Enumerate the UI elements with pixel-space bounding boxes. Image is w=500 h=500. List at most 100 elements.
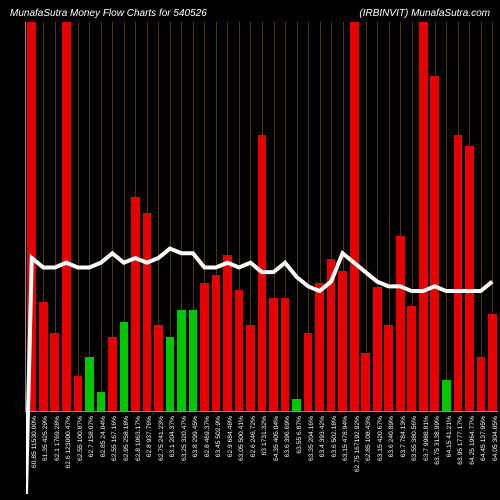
x-label-slot: 64.15 41.21%: [440, 414, 452, 500]
bar-slot: [222, 22, 234, 411]
bar: [281, 298, 290, 411]
bar: [74, 376, 83, 411]
bar: [419, 22, 428, 411]
x-label-slot: 63.95 1777.17%: [452, 414, 464, 500]
bar-slot: [95, 22, 107, 411]
x-label-slot: 62.85 24.04%: [94, 414, 106, 500]
x-label-slot: 62.55 167.16%: [106, 414, 118, 500]
bar-slot: [210, 22, 222, 411]
bar-slot: [233, 22, 245, 411]
bar-slot: [302, 22, 314, 411]
x-label-slot: 63.8 299.45%: [186, 414, 198, 500]
bar-slot: [268, 22, 280, 411]
bar-slot: [452, 22, 464, 411]
bar: [200, 283, 209, 411]
bar-slot: [256, 22, 268, 411]
bar: [223, 255, 232, 411]
x-label-slot: 63.35 204.16%: [302, 414, 314, 500]
bar: [27, 22, 36, 411]
bar-slot: [337, 22, 349, 411]
x-label-slot: 63.15 420.67%: [371, 414, 383, 500]
bar: [477, 357, 486, 411]
chart-title-left: MunafaSutra Money Flow Charts for 540526: [10, 8, 207, 19]
bar: [143, 213, 152, 411]
bar-slot: [360, 22, 372, 411]
x-label-slot: 62.6 246.72%: [244, 414, 256, 500]
chart-title-right: (IRBINVIT) MunafaSutra.com: [359, 8, 490, 19]
x-label-slot: 63.6 502.18%: [325, 414, 337, 500]
bar: [166, 337, 175, 411]
x-label-slot: 62.8 1063.17%: [129, 414, 141, 500]
bar-slot: [199, 22, 211, 411]
x-label-slot: 63.25 320.47%: [175, 414, 187, 500]
bars: [26, 22, 498, 411]
x-label-slot: 62.1 1769.28%: [48, 414, 60, 500]
bar-slot: [406, 22, 418, 411]
bar-slot: [418, 22, 430, 411]
x-label-slot: 63.05 500.41%: [233, 414, 245, 500]
bar: [465, 146, 474, 411]
bar-slot: [176, 22, 188, 411]
x-label-slot: 64.45 137.95%: [475, 414, 487, 500]
bar: [327, 259, 336, 411]
x-label-slot: 63.4 393.42%: [313, 414, 325, 500]
bar-slot: [153, 22, 165, 411]
bar-slot: [26, 22, 38, 411]
bar-slot: [141, 22, 153, 411]
x-label-slot: 63.6 396.69%: [279, 414, 291, 500]
bar: [246, 325, 255, 411]
x-label-slot: 62.8 469.37%: [198, 414, 210, 500]
x-label-slot: 62.95 258.18%: [117, 414, 129, 500]
bar-slot: [49, 22, 61, 411]
plot-area: [25, 22, 498, 412]
bar-slot: [441, 22, 453, 411]
bar-slot: [107, 22, 119, 411]
bar-slot: [383, 22, 395, 411]
bar: [442, 380, 451, 411]
x-label-slot: 62.75 167192.92%: [348, 414, 360, 500]
x-label-slot: 62.55 100.87%: [71, 414, 83, 500]
x-label-slot: 63.55 380.56%: [406, 414, 418, 500]
money-flow-chart: MunafaSutra Money Flow Charts for 540526…: [0, 0, 500, 500]
x-label-slot: 63.7 9988.81%: [417, 414, 429, 500]
bar-slot: [38, 22, 50, 411]
bar-slot: [187, 22, 199, 411]
x-label-slot: 62.6 123000.47%: [60, 414, 72, 500]
bar: [50, 333, 59, 411]
bar-slot: [84, 22, 96, 411]
x-label-slot: 63.45 502.9%: [210, 414, 222, 500]
bar-slot: [314, 22, 326, 411]
bar: [131, 197, 140, 411]
bar: [120, 322, 129, 411]
x-label-slot: 63.6 240.89%: [382, 414, 394, 500]
bar: [258, 135, 267, 411]
bar-slot: [61, 22, 73, 411]
x-label-slot: 62.7 158.07%: [83, 414, 95, 500]
x-label-slot: 64.25 1964.77%: [463, 414, 475, 500]
bar: [373, 287, 382, 411]
x-label-slot: 62.85 108.43%: [359, 414, 371, 500]
bar: [384, 325, 393, 411]
x-axis-labels: 60.85 11530.00%61.35 425.29%62.1 1769.28…: [25, 414, 498, 500]
x-label-slot: 63.15 478.94%: [336, 414, 348, 500]
bar-slot: [291, 22, 303, 411]
bar-slot: [487, 22, 499, 411]
x-label-slot: 60.85 11530.00%: [25, 414, 37, 500]
bar: [62, 22, 71, 411]
bar: [154, 325, 163, 411]
bar: [454, 135, 463, 411]
bar: [304, 333, 313, 411]
x-label-slot: 62.9 684.48%: [221, 414, 233, 500]
bar: [338, 271, 347, 411]
x-label-slot: 63.75 3138.99%: [429, 414, 441, 500]
x-label-slot: 62.8 937.76%: [140, 414, 152, 500]
bar-slot: [72, 22, 84, 411]
bar: [108, 337, 117, 411]
bar-slot: [371, 22, 383, 411]
bar: [396, 236, 405, 411]
bar: [177, 310, 186, 411]
x-label-slot: 63 1731.32%: [256, 414, 268, 500]
bar-slot: [325, 22, 337, 411]
x-label-slot: 63.55 6.87%: [290, 414, 302, 500]
bar: [85, 357, 94, 411]
